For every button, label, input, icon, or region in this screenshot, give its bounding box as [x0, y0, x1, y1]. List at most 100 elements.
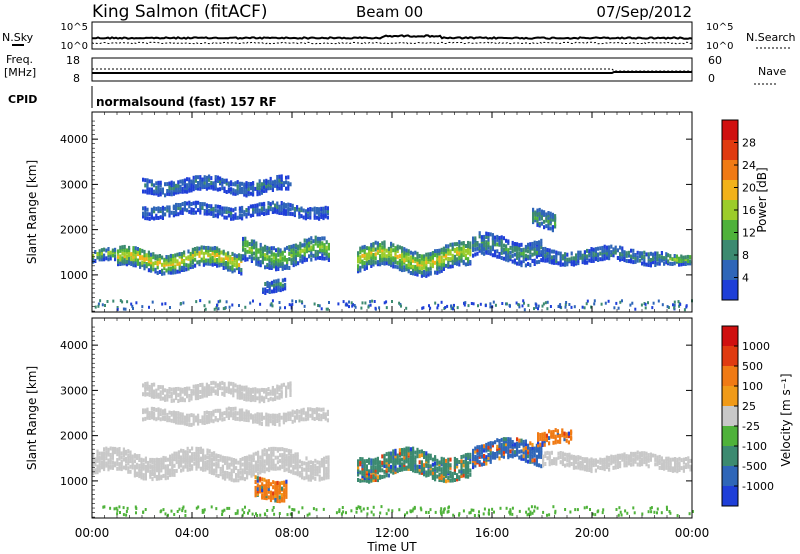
- data-cell: [447, 249, 450, 254]
- data-cell: [436, 253, 439, 258]
- data-cell: [464, 474, 467, 479]
- data-cell: [186, 450, 189, 455]
- data-cell: [175, 387, 178, 391]
- data-cell: [236, 389, 239, 394]
- nave-tick-bottom: 0: [708, 72, 715, 85]
- data-cell: [508, 303, 511, 307]
- data-cell: [311, 207, 314, 212]
- data-cell: [168, 213, 171, 218]
- data-cell: [449, 470, 452, 475]
- data-cell: [230, 413, 233, 418]
- data-cell: [283, 483, 286, 488]
- data-cell: [283, 464, 286, 469]
- data-cell: [273, 289, 276, 294]
- data-cell: [150, 252, 153, 257]
- data-cell: [210, 209, 213, 214]
- data-cell: [243, 468, 246, 473]
- data-cell: [259, 248, 262, 253]
- data-cell: [564, 457, 567, 462]
- data-cell: [245, 392, 248, 396]
- data-cell: [257, 457, 260, 462]
- data-cell: [219, 299, 222, 303]
- data-cell: [134, 250, 137, 254]
- data-cell: [166, 464, 169, 469]
- data-cell: [392, 463, 395, 468]
- data-cell: [158, 254, 161, 258]
- data-cell: [174, 259, 177, 264]
- data-cell: [531, 458, 534, 463]
- data-cell: [259, 252, 262, 257]
- data-cell: [294, 249, 297, 254]
- data-cell: [522, 251, 525, 256]
- data-cell: [398, 461, 401, 466]
- data-cell: [133, 453, 136, 458]
- data-cell: [138, 471, 141, 476]
- data-cell: [277, 285, 280, 290]
- data-cell: [555, 253, 558, 258]
- data-cell: [474, 247, 477, 252]
- data-cell: [555, 457, 558, 462]
- data-cell: [175, 390, 178, 395]
- data-cell: [407, 451, 410, 456]
- data-cell: [244, 247, 247, 252]
- data-cell: [155, 460, 158, 465]
- data-cell: [440, 255, 443, 260]
- data-cell: [603, 465, 606, 470]
- data-cell: [119, 262, 122, 266]
- data-cell: [248, 471, 251, 476]
- data-cell: [138, 454, 141, 458]
- data-cell: [274, 455, 277, 460]
- cpid-value: normalsound (fast) 157 RF: [96, 95, 277, 109]
- data-cell: [627, 461, 630, 466]
- data-cell: [493, 510, 495, 514]
- data-cell: [561, 460, 564, 465]
- data-cell: [453, 456, 456, 461]
- data-cell: [538, 251, 541, 256]
- data-cell: [224, 252, 227, 257]
- data-cell: [204, 462, 207, 467]
- data-cell: [401, 448, 404, 452]
- data-cell: [301, 243, 304, 248]
- data-cell: [278, 180, 281, 185]
- data-cell: [123, 257, 126, 262]
- data-cell: [218, 250, 221, 255]
- data-cell: [196, 260, 199, 265]
- data-cell: [271, 304, 274, 308]
- data-cell: [239, 463, 242, 468]
- data-cell: [292, 467, 295, 472]
- data-cell: [216, 246, 219, 251]
- data-cell: [449, 242, 452, 247]
- data-cell: [144, 178, 147, 183]
- data-cell: [296, 461, 299, 466]
- data-cell: [155, 466, 158, 471]
- data-cell: [205, 418, 208, 423]
- data-cell: [442, 267, 445, 271]
- data-cell: [138, 458, 141, 462]
- data-cell: [238, 408, 241, 413]
- data-cell: [194, 393, 197, 397]
- data-cell: [369, 303, 372, 307]
- data-cell: [157, 392, 160, 397]
- data-cell: [230, 180, 233, 185]
- data-cell: [119, 245, 122, 250]
- data-cell: [357, 264, 360, 269]
- data-cell: [533, 505, 536, 509]
- data-cell: [360, 306, 363, 310]
- data-cell: [265, 392, 268, 397]
- data-cell: [592, 458, 595, 463]
- data-cell: [154, 267, 157, 272]
- data-cell: [599, 251, 602, 256]
- data-cell: [660, 456, 663, 461]
- data-cell: [252, 192, 255, 197]
- data-cell: [337, 302, 340, 306]
- data-cell: [157, 184, 160, 189]
- data-cell: [446, 510, 449, 514]
- data-cell: [524, 439, 527, 444]
- data-cell: [671, 466, 674, 471]
- data-cell: [398, 468, 401, 472]
- data-cell: [232, 465, 235, 470]
- data-cell: [246, 475, 249, 480]
- data-cell: [590, 305, 593, 309]
- data-cell: [243, 182, 246, 187]
- data-cell: [134, 261, 137, 266]
